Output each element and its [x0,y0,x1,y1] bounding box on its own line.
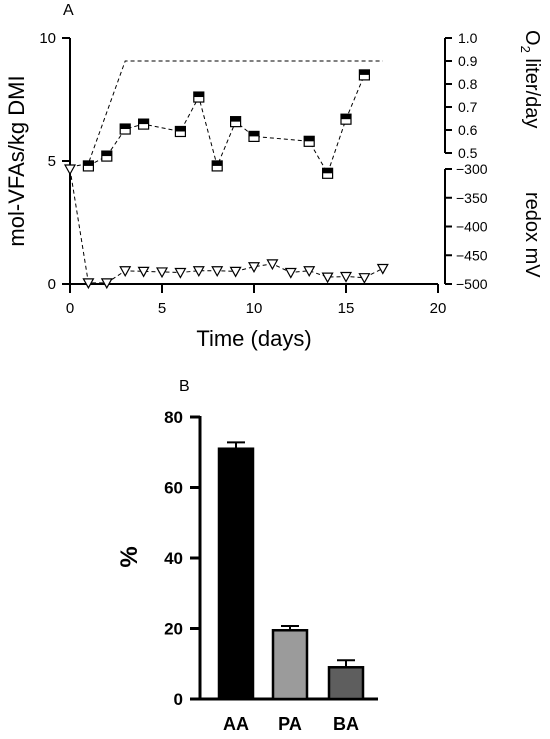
vfa-point [193,91,205,103]
b-y-ticks: 0 20 40 60 80 [164,408,200,709]
left-y-tick-label: 10 [39,30,56,47]
right-upper-ticks: 1.0 0.9 0.8 0.7 0.6 0.5 [445,30,478,161]
category-label-ba: BA [333,714,359,734]
o2-series-line [69,60,383,168]
left-y-tick-label: 5 [48,153,56,170]
x-tick-label: 0 [66,300,74,317]
redox-point [174,267,187,279]
b-y-tick-label: 80 [164,408,183,427]
redox-point [321,272,334,284]
redox-point [229,266,242,278]
category-label-aa: AA [223,714,249,734]
redox-point [100,278,113,290]
vfa-point [174,125,186,138]
redox-point [266,259,279,271]
redox-point [119,266,132,278]
vfa-point [322,167,334,179]
x-tick-label: 20 [430,300,447,317]
vfa-point [303,135,315,147]
o2-label-subscript: 2 [518,46,533,53]
redox-point [82,278,95,290]
category-label-pa: PA [278,714,302,734]
right-lower-tick-label: −500 [456,276,488,292]
b-y-tick-label: 20 [164,620,183,639]
b-y-axis-label: % [116,546,143,567]
right-lower-tick-label: −300 [456,161,488,177]
vfa-point [230,116,242,128]
redox-point [376,263,389,275]
right-upper-axis-label: O2 liter/day [518,30,543,128]
left-y-axis-label: mol-VFAs/kg DMI [4,75,29,246]
right-upper-tick-label: 0.9 [458,53,478,69]
panel-b: B 0 20 40 60 80 % AA PA BA [116,378,378,734]
o2-label-prefix: O [521,30,543,46]
right-upper-tick-label: 1.0 [458,30,478,46]
redox-point [358,273,371,284]
redox-series-line [69,168,384,284]
redox-point [155,267,169,279]
redox-point [339,271,353,283]
x-tick-label: 5 [158,300,166,317]
x-axis-label: Time (days) [196,326,311,351]
vfa-point [138,118,150,130]
right-lower-tick-label: −450 [456,247,488,263]
b-y-tick-label: 60 [164,479,183,498]
x-tick-label: 15 [338,300,355,317]
right-upper-tick-label: 0.6 [458,122,478,138]
vfa-point [119,123,131,135]
panel-a: A 0 5 10 mol-VFAs/kg DMI 0 5 10 15 20 Time (da… [4,2,543,351]
bar-aa [217,447,255,701]
o2-label-suffix: liter/day [521,53,543,129]
vfa-point [82,160,95,172]
right-lower-ticks: −300 −350 −400 −450 −500 [445,161,488,292]
left-y-ticks: 0 5 10 [39,30,70,293]
right-upper-tick-label: 0.7 [458,99,478,115]
x-ticks: 0 5 10 15 20 [66,284,447,317]
vfa-point [248,130,260,142]
vfa-point [340,113,352,125]
b-y-tick-label: 40 [164,549,183,568]
redox-point [137,266,150,278]
b-y-tick-label: 0 [174,690,183,709]
x-tick-label: 10 [246,300,263,317]
bar-pa [271,629,309,701]
panel-a-label: A [63,2,74,19]
plot-area-a [63,60,389,290]
right-lower-axis-label: redox mV [521,192,543,278]
redox-point [192,266,205,278]
vfa-point [358,69,370,81]
vfa-point [211,160,223,172]
vfa-point [101,150,113,162]
redox-point [303,266,316,278]
redox-point [211,266,224,278]
left-y-tick-label: 0 [48,276,56,293]
bar-ba [327,666,365,701]
right-lower-tick-label: −350 [456,190,488,206]
right-upper-tick-label: 0.5 [458,145,478,161]
panel-b-label: B [179,378,190,395]
redox-point [63,164,77,176]
b-bars: AA PA BA [217,441,365,734]
right-lower-tick-label: −400 [456,219,488,235]
redox-point [247,262,261,273]
right-upper-tick-label: 0.8 [458,76,478,92]
redox-point [284,267,297,279]
